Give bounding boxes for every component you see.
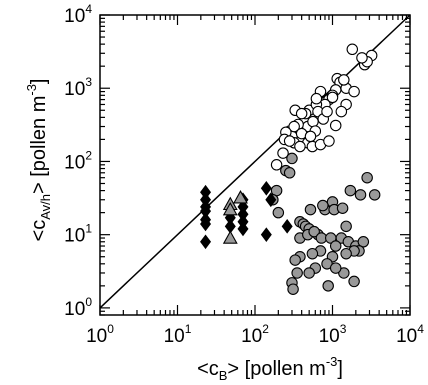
diamond-point bbox=[265, 192, 277, 208]
filled-circle-point bbox=[329, 240, 342, 252]
triangle-point bbox=[222, 230, 238, 244]
filled-circle-point bbox=[308, 225, 320, 238]
open-circle-point bbox=[295, 107, 308, 120]
y-tick-label: 101 bbox=[64, 222, 92, 247]
open-circle-point bbox=[310, 92, 323, 105]
open-circle-point bbox=[326, 91, 339, 104]
open-circle-point bbox=[304, 130, 317, 143]
open-circle-point bbox=[329, 119, 342, 132]
filled-circle-point bbox=[322, 280, 334, 292]
open-circle-point bbox=[323, 135, 335, 147]
open-circle-point bbox=[348, 85, 360, 98]
open-circle-point bbox=[321, 105, 333, 118]
data-points-layer bbox=[200, 43, 381, 295]
open-circle-point bbox=[277, 147, 289, 159]
open-circle-point bbox=[356, 52, 368, 64]
filled-circle-point bbox=[283, 167, 296, 179]
x-tick-label: 102 bbox=[241, 322, 269, 347]
filled-circle-point bbox=[329, 262, 342, 274]
x-tick-label: 104 bbox=[396, 322, 424, 347]
filled-circle-point bbox=[286, 152, 298, 165]
filled-circle-point bbox=[357, 236, 370, 248]
y-tick-label: 100 bbox=[64, 295, 92, 320]
filled-circle-point bbox=[368, 189, 381, 201]
open-circle-point bbox=[294, 140, 306, 153]
diamond-point bbox=[281, 219, 293, 234]
y-axis-title: <cAv/h> [pollen m-3] bbox=[24, 79, 53, 242]
triangle-point bbox=[222, 201, 238, 216]
diamond-point bbox=[260, 180, 272, 196]
filled-circle-point bbox=[361, 171, 373, 184]
filled-circle-point bbox=[317, 199, 329, 212]
filled-circle-point bbox=[344, 184, 357, 197]
x-tick-label: 101 bbox=[164, 322, 192, 347]
filled-circle-point bbox=[348, 275, 360, 288]
filled-circle-point bbox=[306, 247, 319, 260]
triangle-point bbox=[233, 190, 248, 204]
reference-line-layer bbox=[99, 14, 411, 309]
x-tick-label: 103 bbox=[319, 322, 347, 347]
open-circle-point bbox=[307, 115, 319, 128]
filled-circle-point bbox=[336, 202, 349, 214]
diamond-point bbox=[260, 227, 272, 243]
filled-circle-point bbox=[340, 247, 352, 260]
filled-circle-point bbox=[287, 283, 299, 295]
open-circle-point bbox=[283, 135, 296, 147]
open-circle-point bbox=[335, 105, 348, 118]
filled-circle-point bbox=[304, 203, 317, 216]
filled-circle-point bbox=[272, 206, 285, 219]
diamond-point bbox=[237, 221, 249, 237]
x-axis-title: <cB> [pollen m-3] bbox=[197, 354, 343, 383]
open-circle-point bbox=[338, 74, 350, 86]
open-circle-point bbox=[270, 159, 283, 171]
filled-circle-point bbox=[354, 189, 367, 201]
tick-labels-layer: 100 101 102 103 104 100 101 102 103 104 bbox=[64, 2, 424, 347]
y-tick-label: 104 bbox=[64, 2, 92, 27]
one-to-one-line bbox=[99, 14, 411, 309]
y-tick-label: 103 bbox=[64, 75, 92, 100]
diamond-point bbox=[200, 234, 212, 250]
x-tick-label: 100 bbox=[86, 322, 114, 347]
filled-circle-point bbox=[289, 254, 301, 266]
filled-circle-point bbox=[303, 267, 315, 279]
filled-circle-point bbox=[291, 267, 303, 279]
open-circle-point bbox=[346, 43, 359, 56]
filled-circle-point bbox=[340, 220, 352, 233]
diamond-point bbox=[200, 216, 212, 232]
ticks-layer bbox=[99, 14, 411, 316]
open-circle-point bbox=[288, 120, 300, 133]
y-tick-label: 102 bbox=[64, 148, 92, 173]
